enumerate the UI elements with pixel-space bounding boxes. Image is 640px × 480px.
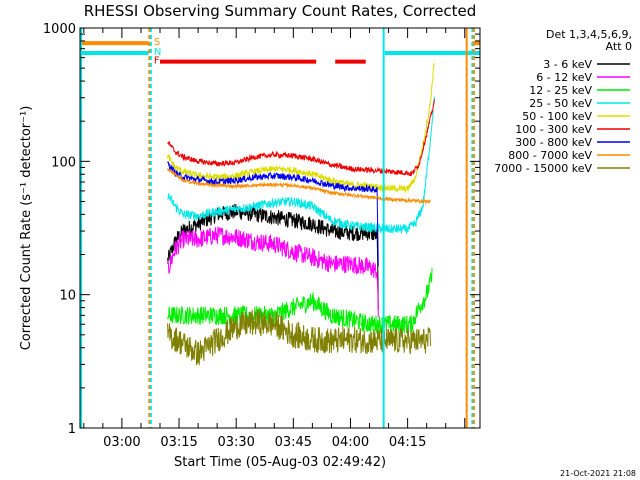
- flag-label-layer: SNF: [154, 37, 161, 66]
- series-layer: [167, 63, 435, 366]
- series-line-0: [167, 203, 379, 310]
- legend-title-line-2: Att 0: [606, 40, 632, 53]
- y-axis: 1 10 100 1000: [43, 22, 480, 437]
- y-tick-label: 100: [51, 155, 76, 170]
- plot-frame: [79, 27, 481, 429]
- legend-label-0: 3 - 6 keV: [543, 58, 592, 71]
- chart-title: RHESSI Observing Summary Count Rates, Co…: [84, 2, 477, 20]
- series-line-5: [167, 99, 435, 177]
- x-axis: 03:00 03:15 03:30 03:45 04:00 04:15: [83, 28, 466, 450]
- flag-label-n: N: [154, 47, 161, 58]
- legend-label-8: 7000 - 15000 keV: [494, 162, 592, 175]
- footer-date: 21-Oct-2021 21:08: [560, 469, 636, 478]
- x-tick-label: 03:45: [275, 435, 312, 450]
- series-line-7: [167, 168, 431, 205]
- legend-label-1: 6 - 12 keV: [536, 71, 592, 84]
- legend-label-3: 25 - 50 keV: [529, 97, 592, 110]
- x-tick-label: 04:00: [332, 435, 369, 450]
- attenuator-bar-layer: [80, 41, 480, 64]
- series-line-4: [167, 63, 435, 194]
- series-line-2: [167, 268, 433, 334]
- legend-label-2: 12 - 25 keV: [529, 84, 592, 97]
- legend-label-4: 50 - 100 keV: [522, 110, 592, 123]
- x-tick-label: 03:00: [103, 435, 140, 450]
- x-tick-label: 03:30: [217, 435, 254, 450]
- flag-label-s: S: [154, 37, 160, 48]
- legend-label-7: 800 - 7000 keV: [508, 149, 592, 162]
- y-tick-label: 1: [68, 422, 76, 437]
- legend-label-6: 300 - 800 keV: [515, 136, 592, 149]
- series-line-8: [167, 309, 431, 366]
- series-line-6: [167, 161, 379, 267]
- y-tick-label: 10: [59, 289, 76, 304]
- series-line-3: [167, 96, 435, 234]
- legend-title-line-1: Det 1,3,4,5,6,9,: [546, 28, 632, 41]
- series-line-1: [167, 226, 379, 318]
- y-tick-label: 1000: [43, 22, 76, 37]
- x-axis-label: Start Time (05-Aug-03 02:49:42): [174, 455, 386, 470]
- y-axis-label: Corrected Count Rate (s⁻¹ detector⁻¹): [19, 106, 34, 351]
- legend-label-5: 100 - 300 keV: [515, 123, 592, 136]
- x-tick-label: 03:15: [160, 435, 197, 450]
- x-tick-label: 04:15: [389, 435, 426, 450]
- flag-label-f: F: [154, 56, 160, 67]
- vertical-marker-layer: [80, 28, 475, 428]
